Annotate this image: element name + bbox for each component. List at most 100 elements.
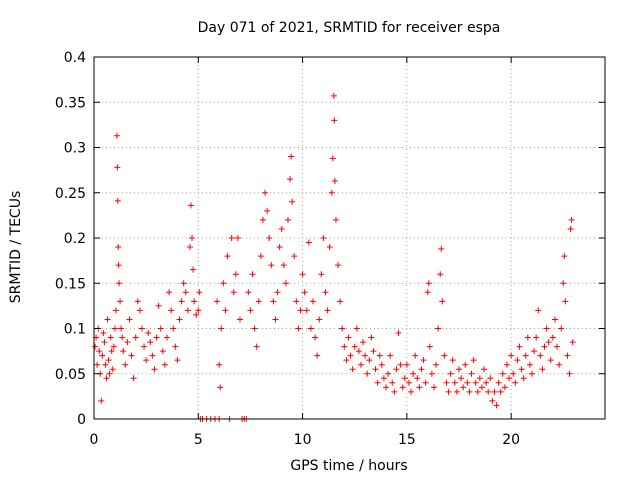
data-point (408, 388, 415, 395)
data-point (364, 370, 371, 377)
x-axis-label: GPS time / hours (290, 458, 407, 474)
data-point (560, 280, 567, 287)
data-point (284, 216, 291, 223)
data-point (114, 197, 121, 204)
data-point (533, 334, 540, 341)
data-point (328, 189, 335, 196)
data-point (228, 235, 235, 241)
data-point (508, 352, 515, 359)
data-points (92, 92, 576, 422)
data-point (216, 361, 223, 368)
data-point (487, 375, 494, 382)
data-point (564, 352, 571, 359)
data-point (251, 325, 258, 332)
data-point (288, 153, 295, 160)
data-point (112, 307, 119, 314)
data-point (439, 298, 446, 305)
data-point (395, 330, 402, 337)
data-point (149, 352, 156, 359)
data-point (128, 352, 135, 359)
data-point (526, 361, 533, 368)
data-point (143, 357, 150, 364)
data-point (245, 289, 252, 296)
gridlines (94, 57, 605, 419)
data-point (566, 370, 573, 377)
data-point (445, 388, 452, 395)
data-point (117, 298, 124, 305)
data-point (418, 366, 425, 373)
data-point (551, 316, 558, 323)
data-point (403, 361, 410, 368)
data-point (476, 375, 483, 382)
data-point (368, 334, 375, 341)
data-point (405, 379, 412, 386)
data-point (374, 379, 381, 386)
x-tick-label: 0 (90, 432, 99, 448)
data-point (120, 348, 127, 355)
data-point (110, 343, 117, 350)
data-point (191, 298, 198, 305)
data-point (106, 370, 113, 377)
x-tick-label: 10 (294, 432, 312, 448)
data-point (155, 302, 162, 309)
data-point (453, 388, 460, 395)
data-point (115, 244, 122, 251)
data-point (567, 225, 574, 232)
data-point (301, 289, 308, 296)
data-point (151, 366, 158, 373)
data-point (554, 343, 561, 350)
y-axis-label: SRMTID / TECUs (8, 191, 24, 304)
data-point (126, 316, 133, 323)
data-point (170, 325, 177, 332)
data-point (320, 235, 327, 241)
data-point (303, 307, 310, 314)
data-point (410, 370, 417, 377)
data-point (234, 235, 241, 241)
data-point (282, 280, 289, 287)
data-point (105, 357, 112, 364)
data-point (558, 325, 565, 332)
data-point (99, 352, 106, 359)
data-point (412, 352, 419, 359)
data-point (470, 357, 477, 364)
data-point (101, 339, 108, 346)
data-point (104, 316, 111, 323)
data-point (481, 366, 488, 373)
data-point (330, 92, 337, 99)
axis-ticks: 0 0.05 0.1 0.15 0.2 0.25 0.3 0.35 0.4 0 5 10 15 20 (55, 50, 605, 448)
data-point (257, 253, 264, 260)
data-point (399, 384, 406, 391)
data-point (249, 271, 256, 278)
data-point (222, 307, 229, 314)
data-point (495, 379, 502, 386)
data-point (193, 311, 200, 318)
data-point (376, 352, 383, 359)
data-point (462, 361, 469, 368)
data-point (109, 366, 116, 373)
data-point (230, 289, 237, 296)
data-point (422, 379, 429, 386)
data-point (253, 343, 260, 350)
data-point (178, 298, 185, 305)
data-point (420, 357, 427, 364)
data-point (329, 155, 336, 162)
data-point (389, 379, 396, 386)
y-tick-label: 0.15 (55, 276, 86, 292)
data-point (147, 339, 154, 346)
data-point (387, 352, 394, 359)
y-tick-label: 0.3 (64, 141, 86, 157)
data-point (307, 325, 314, 332)
y-tick-label: 0.4 (64, 50, 86, 66)
data-point (512, 379, 519, 386)
data-point (214, 298, 221, 305)
y-tick-label: 0.1 (64, 322, 86, 338)
data-point (161, 361, 168, 368)
data-point (362, 352, 369, 359)
data-point (458, 375, 465, 382)
data-point (331, 117, 338, 124)
data-point (299, 271, 306, 278)
data-point (268, 262, 275, 269)
data-point (119, 334, 126, 341)
data-point (449, 357, 456, 364)
